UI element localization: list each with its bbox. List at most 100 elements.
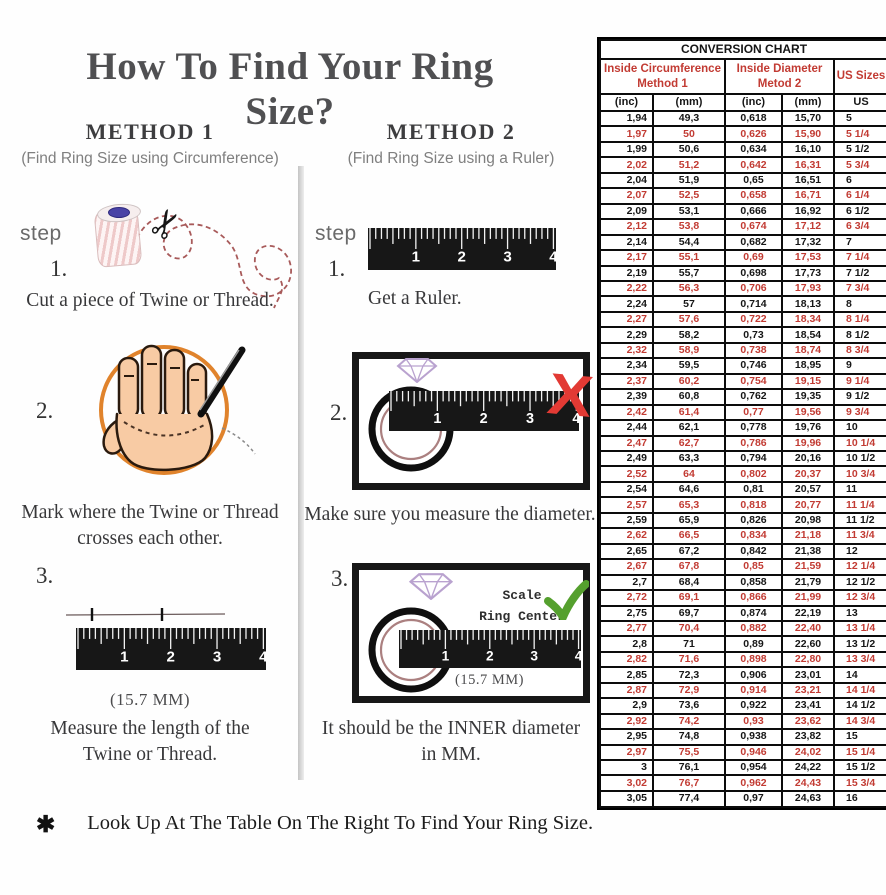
table-cell: 10 1/4 — [832, 434, 886, 452]
table-cell: 7 1/2 — [832, 264, 886, 283]
table-cell: 0,738 — [724, 341, 783, 360]
table-cell: 20,16 — [781, 449, 835, 468]
table-cell: 0,818 — [724, 496, 783, 514]
table-row: 2,62 66,5 0,834 21,18 11 3/4 — [599, 527, 886, 545]
table-cell: 24,43 — [781, 774, 835, 792]
conversion-table: CONVERSION CHART Inside Circumference Met… — [598, 39, 886, 809]
table-cell: 15,90 — [781, 125, 835, 143]
svg-text:3: 3 — [503, 249, 511, 266]
table-row: 3 76,1 0,954 24,22 15 1/2 — [599, 759, 886, 777]
table-cell: 23,01 — [781, 666, 835, 684]
table-cell: 16,92 — [781, 202, 835, 221]
table-cell: 16,31 — [781, 156, 835, 174]
table-cell: 0,842 — [724, 542, 783, 561]
table-cell: 0,778 — [724, 419, 783, 437]
table-cell: 23,21 — [781, 681, 835, 700]
table-cell: 0,706 — [724, 279, 783, 298]
table-cell: 19,56 — [781, 403, 835, 422]
column-divider — [298, 166, 304, 780]
table-row: 2,27 57,6 0,722 18,34 8 1/4 — [599, 310, 886, 329]
sub-header-cell: (inc) — [724, 93, 783, 112]
table-cell: 2,52 — [599, 465, 654, 483]
table-cell: 21,38 — [781, 542, 835, 561]
table-cell: 2,34 — [599, 357, 654, 375]
col-group-us-sizes: US Sizes — [832, 58, 886, 95]
table-cell: 21,18 — [781, 527, 835, 545]
table-row: 2,72 69,1 0,866 21,99 12 3/4 — [599, 589, 886, 607]
table-cell: 21,79 — [781, 573, 835, 592]
hand-icon — [102, 344, 214, 472]
table-title-row: CONVERSION CHART — [598, 39, 886, 60]
table-row: 2,34 59,5 0,746 18,95 9 — [599, 357, 886, 375]
method2-step2-number: 2. — [330, 400, 348, 425]
table-cell: 2,37 — [599, 372, 654, 391]
table-row: 2,19 55,7 0,698 17,73 7 1/2 — [599, 264, 886, 283]
x-mark-icon: X — [544, 361, 597, 430]
method1-step2-caption: Mark where the Twine or Thread crosses e… — [21, 502, 279, 549]
table-row: 2,8 71 0,89 22,60 13 1/2 — [599, 635, 886, 653]
table-cell: 2,9 — [599, 697, 654, 715]
table-cell: 5 — [832, 109, 886, 128]
table-cell: 11 1/2 — [832, 511, 886, 530]
table-cell: 2,47 — [599, 434, 654, 452]
table-cell: 2,19 — [599, 264, 654, 283]
table-cell: 0,802 — [724, 465, 783, 483]
table-cell: 2,97 — [599, 743, 654, 762]
table-cell: 17,12 — [781, 218, 835, 236]
table-cell: 17,93 — [781, 279, 835, 298]
table-cell: 2,92 — [599, 712, 654, 731]
thread-curve-icon — [133, 214, 292, 309]
table-cell: 65,3 — [652, 496, 726, 514]
sub-header-cell: (inc) — [599, 93, 654, 112]
table-cell: 3,05 — [599, 789, 654, 809]
table-cell: 8 1/4 — [832, 310, 886, 329]
table-row: 1,99 50,6 0,634 16,10 5 1/2 — [599, 140, 886, 159]
table-cell: 16,10 — [781, 140, 835, 159]
table-cell: 2,7 — [599, 573, 654, 592]
method1-step3-caption: Measure the length of the Twine or Threa… — [50, 718, 250, 765]
table-cell: 0,73 — [724, 326, 783, 344]
table-cell: 14 3/4 — [832, 712, 886, 731]
table-cell: 16,71 — [781, 187, 835, 205]
table-row: 2,02 51,2 0,642 16,31 5 3/4 — [599, 156, 886, 174]
table-cell: 0,746 — [724, 357, 783, 375]
svg-text:4: 4 — [259, 649, 266, 666]
table-row: 2,29 58,2 0,73 18,54 8 1/2 — [599, 326, 886, 344]
table-cell: 0,97 — [724, 789, 783, 809]
twine-and-scissors-figure: ✂ — [88, 199, 300, 312]
table-cell: 2,29 — [599, 326, 654, 344]
table-cell: 20,98 — [781, 511, 835, 530]
svg-text:4: 4 — [549, 249, 556, 266]
table-cell: 2,17 — [599, 249, 654, 267]
table-cell: 17,53 — [781, 249, 835, 267]
table-cell: 16 — [832, 789, 886, 809]
table-cell: 14 1/2 — [832, 697, 886, 715]
table-cell: 3,02 — [599, 774, 654, 792]
table-row: 2,24 57 0,714 18,13 8 — [599, 295, 886, 313]
table-cell: 11 3/4 — [832, 527, 886, 545]
table-cell: 18,74 — [781, 341, 835, 360]
method1-step1-caption: Cut a piece of Twine or Thread. — [26, 290, 274, 311]
table-cell: 24,02 — [781, 743, 835, 762]
table-row: 2,77 70,4 0,882 22,40 13 1/4 — [599, 619, 886, 638]
table-cell: 57 — [652, 295, 726, 313]
table-row: 2,85 72,3 0,906 23,01 14 — [599, 666, 886, 684]
table-cell: 0,922 — [724, 697, 783, 715]
svg-text:1: 1 — [433, 411, 441, 427]
table-group-header-row: Inside Circumference Method 1 Inside Diam… — [599, 58, 886, 95]
table-cell: 0,65 — [724, 171, 783, 190]
svg-text:4: 4 — [575, 648, 581, 663]
method2-step1-caption: Get a Ruler. — [368, 288, 462, 309]
method2-step3-caption: It should be the INNER diameter in MM. — [321, 718, 581, 765]
table-cell: 70,4 — [652, 619, 726, 638]
table-cell: 9 1/2 — [832, 388, 886, 406]
method1-subheading: (Find Ring Size using Circumference) — [21, 150, 279, 167]
table-cell: 24,63 — [781, 789, 835, 809]
table-row: 2,17 55,1 0,69 17,53 7 1/4 — [599, 249, 886, 267]
table-cell: 0,618 — [724, 109, 783, 128]
table-row: 1,97 50 0,626 15,90 5 1/4 — [599, 125, 886, 143]
table-cell: 71,6 — [652, 650, 726, 669]
svg-text:2: 2 — [166, 649, 174, 666]
table-cell: 12 1/2 — [832, 573, 886, 592]
